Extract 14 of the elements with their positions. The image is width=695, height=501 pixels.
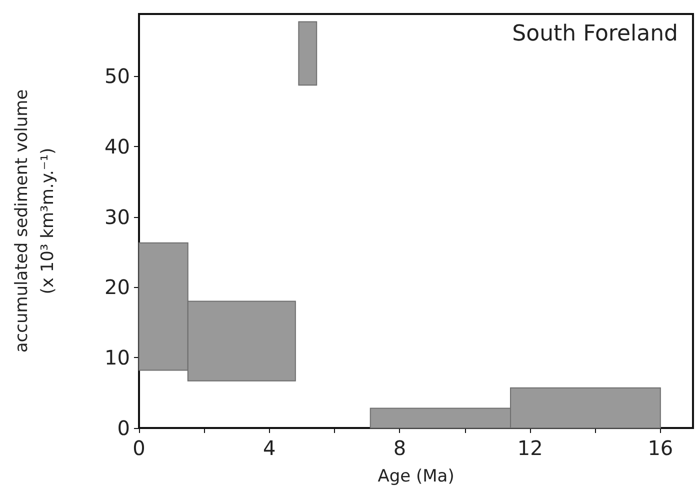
x-tick-label: 8	[393, 436, 406, 460]
y-tick-label: 10	[104, 346, 130, 370]
x-tick-label: 4	[262, 436, 276, 460]
x-tick-label: 16	[648, 436, 674, 460]
y-tick-label: 20	[104, 275, 130, 300]
chart-title: South Foreland	[512, 22, 678, 46]
y-axis-title: accumulated sediment volume (x 10³ km³m.y.⁻¹)	[12, 89, 58, 353]
x-tick-label: 0	[132, 436, 146, 460]
y-tick-label: 40	[104, 134, 130, 158]
y-tick-label: 0	[117, 416, 130, 440]
x-axis-title: Age (Ma)	[378, 466, 454, 486]
y-tick-label: 50	[104, 64, 130, 88]
x-tick-label: 12	[517, 436, 543, 460]
y-tick-label: 30	[104, 204, 130, 229]
